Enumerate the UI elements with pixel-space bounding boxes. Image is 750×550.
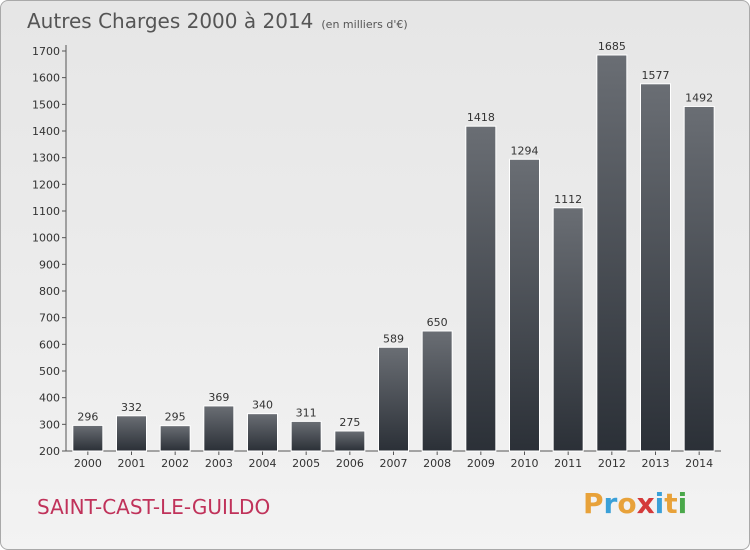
bar <box>552 207 584 452</box>
bar-value-label: 1577 <box>642 69 670 82</box>
bar-value-label: 1492 <box>685 91 713 104</box>
x-tick-label: 2001 <box>118 457 146 470</box>
y-tick-label: 500 <box>39 365 60 378</box>
y-tick-label: 1500 <box>32 98 60 111</box>
logo-letter: r <box>603 487 618 520</box>
bar <box>378 346 409 452</box>
y-tick-label: 1700 <box>32 45 60 58</box>
bar-value-label: 295 <box>165 411 186 424</box>
y-tick-label: 600 <box>39 338 60 351</box>
x-tick-label: 2012 <box>598 457 626 470</box>
bar <box>72 424 104 452</box>
bar <box>421 330 453 452</box>
y-tick-label: 1200 <box>32 178 60 191</box>
x-tick-label: 2011 <box>554 457 582 470</box>
bar-value-label: 275 <box>339 416 360 429</box>
bar <box>596 54 628 452</box>
bar <box>509 158 540 452</box>
logo-letter: i <box>654 487 665 520</box>
bar-value-label: 369 <box>208 391 229 404</box>
town-name: SAINT-CAST-LE-GUILDO <box>37 495 271 519</box>
chart-subtitle: (en milliers d'€) <box>321 18 408 31</box>
bar-value-label: 332 <box>121 401 142 414</box>
x-tick-label: 2005 <box>292 457 320 470</box>
bar-value-label: 340 <box>252 399 273 412</box>
bar-value-label: 311 <box>296 406 317 419</box>
y-tick-label: 800 <box>39 285 60 298</box>
bar <box>290 420 322 452</box>
chart-labels: 2000 296 2001 332 2002 295 2003 369 2004 340 2005 3… <box>74 40 713 470</box>
bar <box>247 413 278 452</box>
chart-title: Autres Charges 2000 à 2014 <box>27 9 314 33</box>
bar-value-label: 589 <box>383 332 404 345</box>
bar <box>334 430 366 452</box>
y-tick-label: 900 <box>39 258 60 271</box>
x-tick-label: 2007 <box>380 457 408 470</box>
x-tick-label: 2002 <box>161 457 189 470</box>
logo-letter: t <box>664 487 678 520</box>
x-tick-label: 2009 <box>467 457 495 470</box>
y-tick-label: 1600 <box>32 72 60 85</box>
chart-title-block: Autres Charges 2000 à 2014 (en milliers d… <box>27 9 408 33</box>
bar-value-label: 1294 <box>511 144 539 157</box>
x-tick-label: 2003 <box>205 457 233 470</box>
x-tick-label: 2006 <box>336 457 364 470</box>
bar <box>465 125 497 452</box>
bar <box>640 83 671 452</box>
logo-letter: x <box>636 487 655 520</box>
chart-axes: 200 300 400 500 600 700 800 900 1000 1100 1200 1300… <box>32 45 721 458</box>
bar <box>683 105 715 452</box>
logo-letter: P <box>583 487 604 520</box>
y-tick-label: 1100 <box>32 205 60 218</box>
y-tick-label: 1000 <box>32 232 60 245</box>
logo-letter: i <box>677 487 688 520</box>
y-tick-label: 200 <box>39 445 60 458</box>
x-tick-label: 2004 <box>249 457 277 470</box>
y-tick-label: 300 <box>39 418 60 431</box>
logo-letter: o <box>617 487 637 520</box>
bar <box>116 415 147 452</box>
y-tick-label: 700 <box>39 312 60 325</box>
y-tick-label: 1300 <box>32 152 60 165</box>
bar <box>203 405 235 452</box>
bar-value-label: 1685 <box>598 40 626 53</box>
bar-value-label: 650 <box>427 316 448 329</box>
x-tick-label: 2008 <box>423 457 451 470</box>
chart-bars <box>72 54 715 452</box>
proxiti-logo: Proxiti <box>583 487 687 520</box>
x-tick-label: 2014 <box>685 457 713 470</box>
x-tick-label: 2013 <box>642 457 670 470</box>
bar-value-label: 1418 <box>467 111 495 124</box>
bar-value-label: 296 <box>77 410 98 423</box>
bar-value-label: 1112 <box>554 193 582 206</box>
bar <box>159 425 191 452</box>
x-tick-label: 2010 <box>511 457 539 470</box>
y-tick-label: 400 <box>39 392 60 405</box>
y-tick-label: 1400 <box>32 125 60 138</box>
x-tick-label: 2000 <box>74 457 102 470</box>
